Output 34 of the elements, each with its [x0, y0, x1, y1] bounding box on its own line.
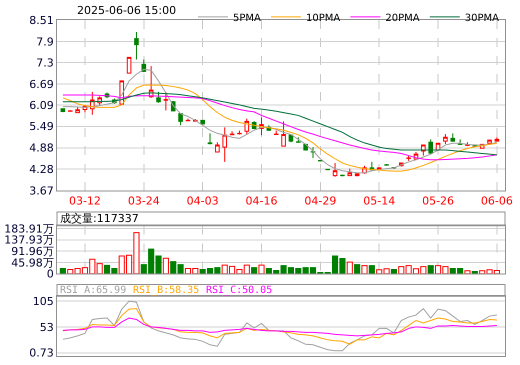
x-tick-label: 04-16 [246, 194, 278, 208]
legend-label: 10PMA [306, 12, 340, 24]
y-tick-label: 137.93万 [4, 234, 54, 247]
x-tick-label: 04-29 [304, 194, 336, 208]
y-tick-label: 0 [46, 268, 54, 281]
chart-title: 2025-06-06 15:00 [77, 4, 176, 17]
text: 成交量:117337 [60, 212, 139, 225]
legend-label: 20PMA [385, 12, 420, 24]
y-tick-label: 5.49 [29, 120, 54, 134]
x-tick-label: 05-14 [363, 194, 396, 208]
y-tick-label: 105 [32, 295, 54, 308]
legend-label: 5PMA [233, 12, 262, 24]
series-label: RSI_A:65.99 [60, 285, 126, 296]
y-tick-label: 7.9 [36, 35, 54, 48]
text: RSI_C:50.05 [206, 285, 272, 296]
y-tick-label: 0.73 [29, 346, 54, 360]
y-tick-label: 3.67 [29, 184, 54, 198]
y-tick-label: 7.3 [36, 56, 54, 70]
y-tick-label: 6.09 [29, 99, 54, 112]
y-tick-label: 91.96万 [11, 244, 54, 258]
x-tick-label: 05-26 [422, 194, 454, 208]
y-tick-label: 4.88 [29, 142, 54, 155]
y-tick-label: 8.51 [29, 14, 54, 27]
legend-label: 30PMA [464, 12, 500, 24]
y-tick-label: 53 [40, 320, 54, 334]
x-tick-label: 03-12 [68, 194, 101, 208]
y-tick-label: 45.98万 [11, 256, 54, 270]
y-tick-label: 6.69 [29, 78, 54, 91]
x-tick-label: 06-06 [480, 194, 513, 208]
y-tick-label: 183.91万 [4, 222, 54, 236]
y-tick-label: 4.28 [29, 162, 54, 176]
x-tick-label: 04-03 [186, 194, 219, 208]
series-label: RSI_B:58.35 [133, 285, 200, 296]
x-tick-label: 03-24 [128, 194, 160, 208]
